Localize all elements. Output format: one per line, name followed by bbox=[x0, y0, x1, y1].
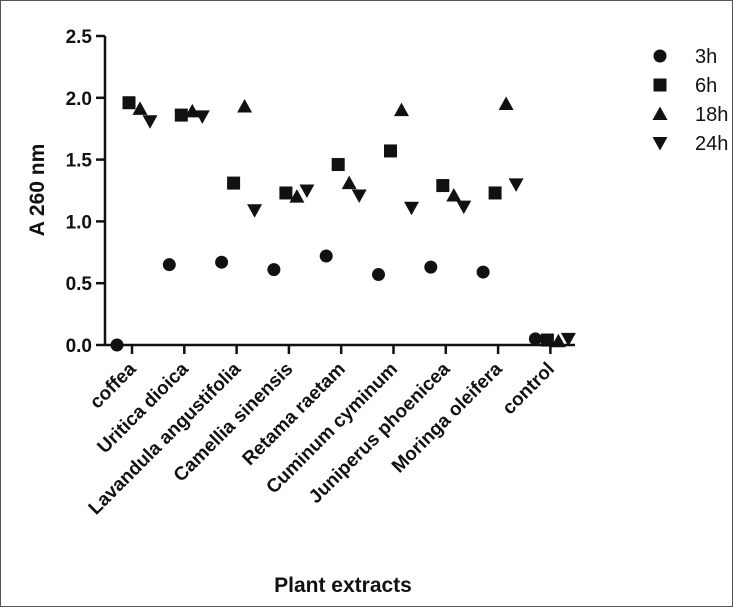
point-24h bbox=[299, 184, 315, 198]
point-18h bbox=[446, 187, 462, 202]
y-tick-label: 1.0 bbox=[66, 212, 92, 233]
point-3h bbox=[215, 255, 229, 269]
y-tick-label: 2.0 bbox=[66, 89, 92, 110]
point-18h bbox=[132, 101, 148, 115]
point-6h bbox=[540, 333, 554, 347]
point-3h bbox=[476, 265, 490, 279]
legend-label-6h: 6h bbox=[695, 75, 717, 97]
point-24h bbox=[142, 115, 158, 129]
x-axis-title: Plant extracts bbox=[274, 574, 412, 597]
point-24h bbox=[508, 178, 524, 192]
point-6h bbox=[122, 96, 136, 110]
point-18h bbox=[289, 189, 305, 203]
point-24h bbox=[456, 200, 472, 215]
point-6h bbox=[227, 176, 241, 190]
point-6h bbox=[488, 186, 502, 200]
point-24h bbox=[351, 189, 367, 203]
point-3h bbox=[424, 260, 438, 274]
point-3h bbox=[267, 263, 281, 277]
point-18h bbox=[394, 102, 409, 117]
point-24h bbox=[404, 201, 419, 216]
y-tick-label: 2.5 bbox=[66, 27, 93, 48]
legend-marker-18h bbox=[652, 106, 668, 120]
point-18h bbox=[184, 103, 200, 118]
point-6h bbox=[436, 179, 450, 193]
point-3h bbox=[372, 268, 385, 282]
point-3h bbox=[319, 249, 333, 263]
point-24h bbox=[560, 332, 576, 347]
point-24h bbox=[194, 110, 210, 124]
y-tick-label: 0.5 bbox=[66, 274, 93, 295]
legend-marker-6h bbox=[653, 78, 667, 92]
point-6h bbox=[384, 144, 397, 158]
legend-label-18h: 18h bbox=[695, 104, 728, 126]
y-axis-title: A 260 nm bbox=[26, 144, 49, 237]
legend: 3h 6h 18h 24h bbox=[652, 46, 728, 155]
point-18h bbox=[550, 333, 566, 348]
legend-marker-3h bbox=[653, 49, 667, 63]
x-category-label: Uritica dioica bbox=[94, 358, 194, 458]
y-tick-label: 0.0 bbox=[66, 336, 92, 357]
point-18h bbox=[498, 96, 514, 110]
point-18h bbox=[237, 98, 253, 113]
point-3h bbox=[110, 338, 124, 352]
point-6h bbox=[174, 108, 188, 122]
legend-label-24h: 24h bbox=[695, 133, 728, 155]
legend-label-3h: 3h bbox=[695, 46, 717, 68]
point-24h bbox=[247, 204, 263, 218]
point-3h bbox=[528, 332, 542, 346]
data-points bbox=[110, 96, 576, 352]
y-tick-label: 1.5 bbox=[66, 151, 93, 172]
point-18h bbox=[341, 175, 357, 190]
point-6h bbox=[331, 158, 345, 172]
point-3h bbox=[162, 258, 176, 272]
legend-marker-24h bbox=[652, 137, 668, 151]
point-6h bbox=[279, 186, 293, 200]
x-category-label: control bbox=[499, 359, 559, 419]
